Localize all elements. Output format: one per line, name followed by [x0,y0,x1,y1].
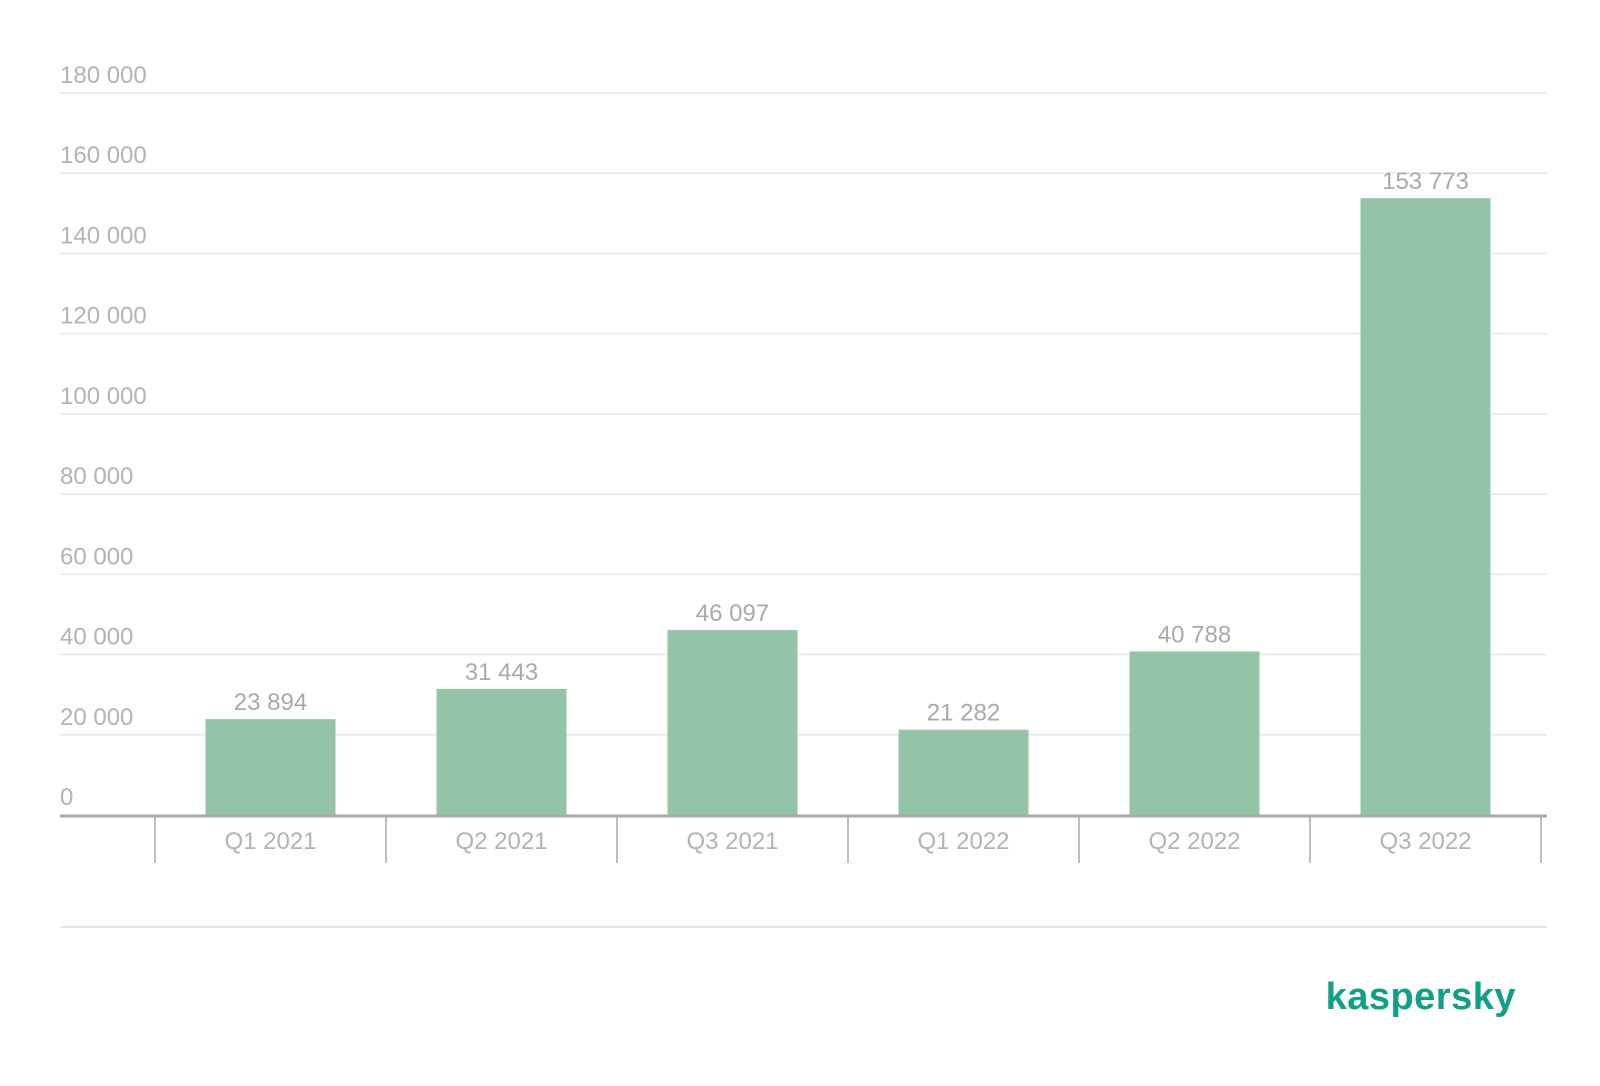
bar [1360,198,1491,816]
y-tick-label: 100 000 [60,383,147,410]
y-tick-label: 60 000 [60,543,133,570]
y-tick-label: 160 000 [60,142,147,169]
x-tick-label: Q2 2022 [1148,828,1240,855]
bar [898,729,1029,815]
bar-value-label: 46 097 [696,600,769,627]
y-axis-tick-labels: 0 20 000 40 000 60 000 80 000 100 000 120 000 1… [60,62,147,811]
bars [205,198,1491,816]
bar-value-labels: 23 894 31 443 46 097 21 282 40 788 153 773 [234,168,1469,726]
bar [205,719,336,815]
bar [667,630,798,815]
y-tick-label: 120 000 [60,303,147,330]
x-tick-label: Q3 2021 [686,828,778,855]
bar-value-label: 31 443 [465,659,538,686]
x-tick-label: Q1 2021 [224,828,316,855]
bar-value-label: 40 788 [1158,621,1231,648]
y-tick-label: 20 000 [60,704,133,731]
x-axis [60,814,1547,863]
footer-divider [60,926,1547,928]
y-tick-label: 180 000 [60,62,147,89]
y-tick-label: 0 [60,784,73,811]
bar-value-label: 23 894 [234,689,307,716]
y-tick-label: 140 000 [60,222,147,249]
x-tick-label: Q2 2021 [455,828,547,855]
bar-value-label: 21 282 [927,700,1000,727]
bar [1129,651,1260,815]
x-tick-label: Q1 2022 [917,828,1009,855]
x-axis-tick-labels: Q1 2021 Q2 2021 Q3 2021 Q1 2022 Q2 2022 Q3 20… [224,828,1471,855]
x-tick-label: Q3 2022 [1379,828,1471,855]
kaspersky-logo: kaspersky [1325,976,1516,1018]
bar-value-label: 153 773 [1382,168,1469,195]
y-tick-label: 80 000 [60,463,133,490]
y-tick-label: 40 000 [60,624,133,651]
grid-lines [60,92,1547,736]
bar-chart: 0 20 000 40 000 60 000 80 000 100 000 120 000 1… [60,62,1547,863]
bar [436,688,567,815]
